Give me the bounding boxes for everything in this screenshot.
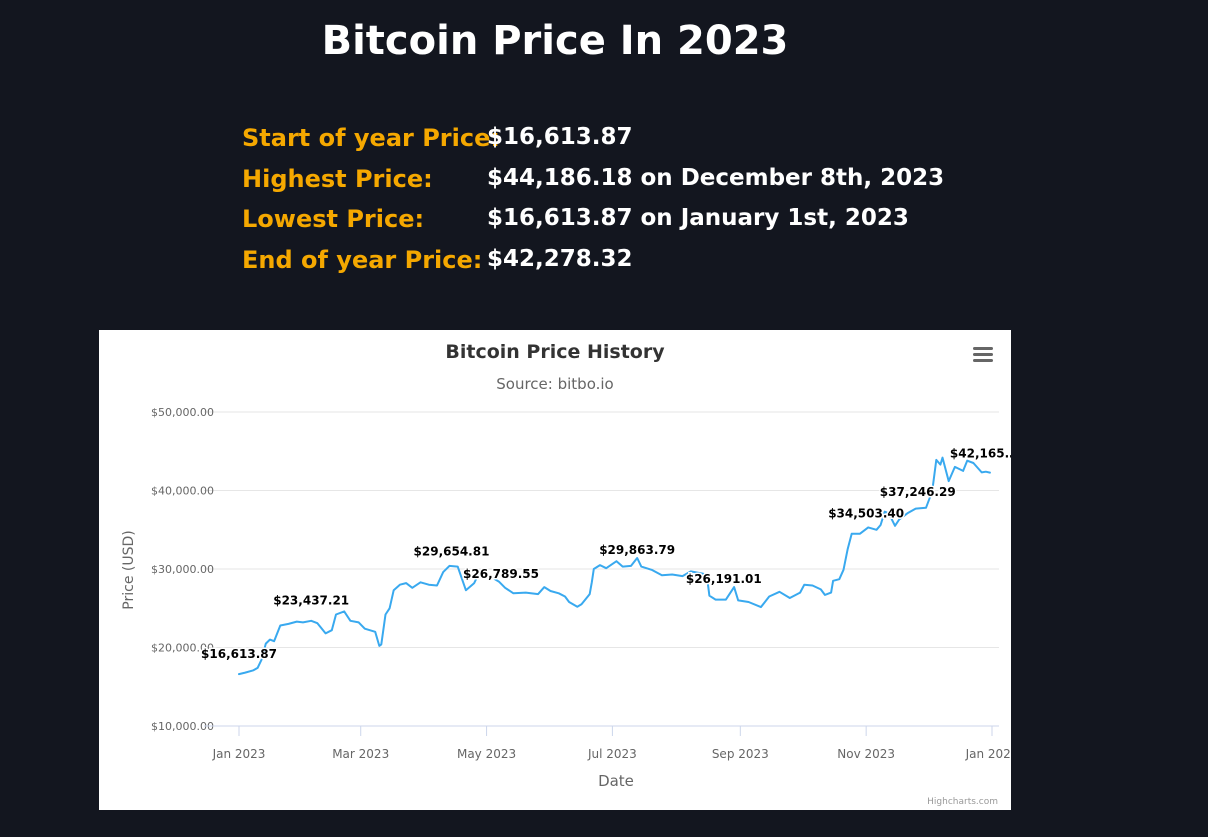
- x-tick-label: Sep 2023: [712, 747, 769, 761]
- data-label: $16,613.87: [201, 647, 277, 661]
- stat-label: Start of year Price:: [242, 124, 500, 152]
- x-axis-title: Date: [598, 772, 634, 790]
- x-tick-label: Mar 2023: [332, 747, 389, 761]
- price-chart: Bitcoin Price History Source: bitbo.io $…: [99, 330, 1011, 810]
- x-tick-label: Jan 2024: [965, 747, 1011, 761]
- chart-title: Bitcoin Price History: [445, 341, 665, 363]
- stat-label: End of year Price:: [242, 245, 483, 274]
- y-axis: $10,000.00 $20,000.00 $30,000.00 $40,000.00…: [151, 406, 214, 733]
- price-line[interactable]: [238, 456, 991, 676]
- page-title: Bitcoin Price In 2023: [321, 18, 789, 64]
- stat-value: $16,613.87 on January 1st, 2023: [487, 205, 909, 231]
- hamburger-menu-icon[interactable]: [969, 343, 995, 365]
- y-axis-title: Price (USD): [121, 530, 137, 609]
- chart-svg: Bitcoin Price History Source: bitbo.io $…: [121, 341, 1011, 807]
- data-label: $26,789.55: [463, 567, 539, 581]
- y-tick-label: $40,000.00: [151, 485, 214, 498]
- x-tick-label: May 2023: [457, 747, 516, 761]
- x-axis: Jan 2023 Mar 2023 May 2023 Jul 2023 Sep 2023…: [204, 725, 1011, 761]
- stat-value: $16,613.87: [487, 124, 633, 150]
- data-label: $42,165.…: [950, 447, 1011, 461]
- data-label: $29,863.79: [599, 543, 675, 557]
- x-tick-label: Nov 2023: [837, 747, 895, 761]
- stat-value: $44,186.18 on December 8th, 2023: [487, 164, 945, 191]
- data-label: $26,191.01: [686, 572, 762, 586]
- x-tick-label: Jan 2023: [212, 747, 266, 761]
- y-tick-label: $30,000.00: [151, 563, 214, 576]
- y-tick-label: $50,000.00: [151, 406, 214, 419]
- y-tick-label: $10,000.00: [151, 720, 214, 733]
- gridlines: [204, 411, 999, 727]
- data-labels: $16,613.87 $23,437.21 $29,654.81 $26,789.55…: [200, 445, 1011, 663]
- chart-subtitle: Source: bitbo.io: [496, 375, 613, 393]
- stat-label: Highest Price:: [242, 164, 433, 193]
- data-label: $37,246.29: [880, 485, 956, 499]
- x-tick-label: Jul 2023: [587, 747, 637, 761]
- price-series: [238, 456, 991, 676]
- y-tick-label: $20,000.00: [151, 642, 214, 655]
- chart-credit[interactable]: Highcharts.com: [927, 797, 998, 807]
- data-label: $29,654.81: [414, 545, 490, 559]
- data-label: $34,503.40: [828, 507, 904, 521]
- stat-label: Lowest Price:: [242, 205, 425, 233]
- data-label: $23,437.21: [273, 594, 349, 608]
- stat-value: $42,278.32: [487, 245, 633, 272]
